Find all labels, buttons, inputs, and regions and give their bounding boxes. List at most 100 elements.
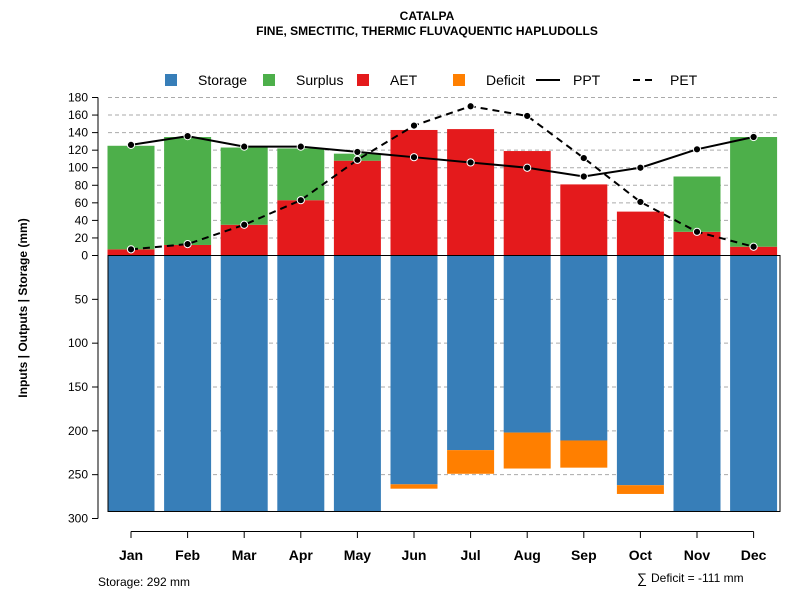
aet-bar: [164, 244, 212, 256]
deficit-bar: [390, 484, 438, 489]
aet-bar: [333, 160, 381, 256]
y-tick-label: 40: [75, 213, 89, 227]
y-tick-label: 0: [81, 249, 88, 263]
pet-point: [126, 245, 136, 254]
storage-bar: [220, 255, 268, 512]
deficit-bar: [616, 485, 664, 494]
x-tick-label: Dec: [741, 547, 767, 563]
x-tick-label: Nov: [684, 547, 711, 563]
storage-bar: [107, 255, 155, 512]
aet-bar: [277, 200, 325, 256]
storage-bar: [447, 255, 495, 451]
x-tick-label: Sep: [571, 547, 597, 563]
x-tick-label: Oct: [629, 547, 653, 563]
pet-point: [183, 239, 192, 249]
ppt-point: [523, 163, 532, 172]
aet-bar: [730, 246, 778, 256]
storage-bar: [503, 255, 551, 433]
aet-bar: [390, 129, 438, 256]
ppt-point: [579, 172, 588, 181]
y-tick-label: 100: [68, 336, 88, 350]
ppt-point: [183, 132, 192, 141]
axes: 1801601401201008060402005010015020025030…: [68, 91, 781, 563]
surplus-bar: [730, 137, 778, 247]
legend-swatch-storage: [165, 74, 177, 86]
x-tick-label: Apr: [289, 547, 314, 563]
storage-bar: [730, 255, 778, 512]
surplus-bar: [220, 147, 268, 225]
y-tick-label: 100: [68, 161, 88, 175]
ppt-point: [749, 132, 758, 142]
pet-point: [523, 111, 532, 121]
storage-footer: Storage: 292 mm: [98, 575, 190, 589]
aet-bar: [447, 129, 495, 256]
storage-bar: [164, 255, 212, 512]
pet-point: [296, 196, 305, 205]
ppt-point: [692, 145, 702, 154]
deficit-bar: [503, 432, 551, 469]
gridlines: [108, 97, 780, 476]
y-tick-label: 150: [68, 380, 88, 394]
y-tick-label: 160: [68, 108, 88, 122]
y-tick-label: 120: [68, 143, 88, 157]
x-tick-label: May: [344, 547, 371, 563]
bars: [107, 129, 778, 512]
storage-bar: [560, 255, 608, 441]
pet-point: [579, 153, 588, 163]
legend-label-storage: Storage: [198, 72, 247, 88]
chart-subtitle: FINE, SMECTITIC, THERMIC FLUVAQUENTIC HA…: [256, 24, 598, 38]
ppt-point: [409, 153, 419, 162]
y-tick-label: 60: [75, 196, 89, 210]
legend-swatch-aet: [357, 74, 369, 86]
surplus-bar: [673, 176, 721, 232]
deficit-footer: Deficit = -111 mm: [651, 571, 744, 585]
y-axis-label: Inputs | Outputs | Storage (mm): [16, 218, 30, 397]
surplus-bar: [164, 137, 212, 245]
x-tick-label: Feb: [175, 547, 200, 563]
ppt-point: [636, 163, 645, 172]
lines: [126, 102, 758, 254]
legend-label-aet: AET: [390, 72, 418, 88]
legend-label-pet: PET: [670, 72, 698, 88]
ppt-point: [240, 142, 249, 151]
storage-bar: [616, 255, 664, 486]
legend-label-deficit: Deficit: [486, 72, 525, 88]
storage-bar: [673, 255, 721, 512]
y-tick-label: 140: [68, 126, 88, 140]
storage-bar: [390, 255, 438, 485]
surplus-bar: [107, 145, 155, 250]
legend-swatch-deficit: [453, 74, 465, 86]
sum-symbol: ∑: [637, 570, 647, 586]
storage-bar: [333, 255, 381, 512]
aet-bar: [560, 184, 608, 256]
ppt-point: [466, 158, 475, 167]
y-tick-label: 300: [68, 512, 88, 526]
y-tick-label: 250: [68, 468, 88, 482]
surplus-bar: [277, 148, 325, 201]
y-tick-label: 50: [75, 292, 89, 306]
storage-bar: [277, 255, 325, 512]
y-tick-label: 200: [68, 424, 88, 438]
pet-point: [409, 121, 419, 130]
y-tick-label: 180: [68, 91, 88, 105]
ppt-line: [130, 135, 754, 178]
pet-point: [749, 242, 758, 251]
ppt-point: [353, 147, 362, 157]
legend-label-surplus: Surplus: [296, 72, 343, 88]
ppt-point: [296, 142, 305, 151]
y-tick-label: 20: [75, 231, 89, 245]
x-tick-label: Jun: [402, 547, 427, 563]
x-tick-label: Jan: [119, 547, 143, 563]
pet-point: [636, 197, 645, 207]
legend-label-ppt: PPT: [573, 72, 601, 88]
pet-point: [240, 220, 249, 229]
pet-point: [353, 155, 362, 164]
legend-swatch-surplus: [263, 74, 275, 86]
chart-title: CATALPA: [400, 9, 455, 23]
legend: Storage Surplus AET Deficit PPT PET: [165, 72, 698, 88]
x-tick-label: Mar: [232, 547, 257, 563]
aet-bar: [616, 211, 664, 256]
x-tick-label: Jul: [460, 547, 480, 563]
deficit-bar: [447, 450, 495, 474]
